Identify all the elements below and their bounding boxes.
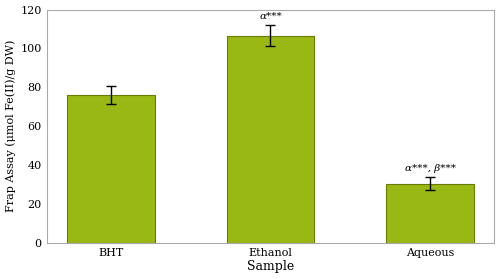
Bar <box>386 184 474 243</box>
Y-axis label: Frap Assay (μmol Fe(II)/g DW): Frap Assay (μmol Fe(II)/g DW) <box>6 40 16 212</box>
X-axis label: Sample: Sample <box>247 260 294 273</box>
Bar <box>67 95 154 243</box>
Bar <box>226 36 314 243</box>
Text: α***: α*** <box>259 12 282 21</box>
Text: α***, β***: α***, β*** <box>404 164 456 173</box>
